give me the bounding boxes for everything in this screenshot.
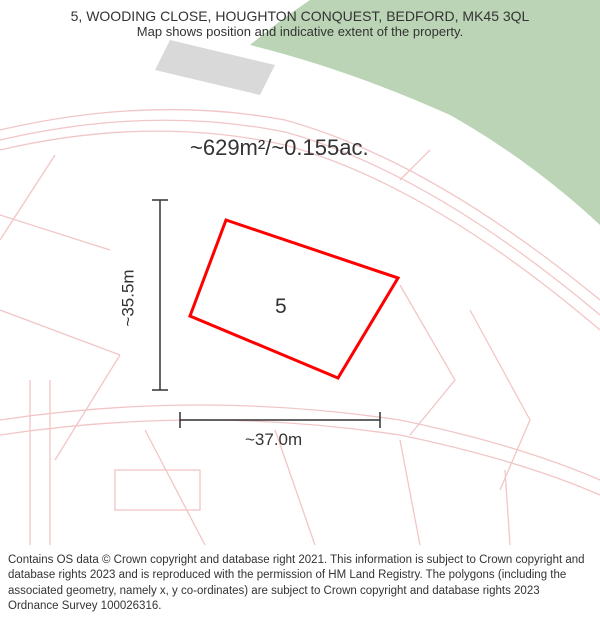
copyright-footer: Contains OS data © Crown copyright and d… — [0, 547, 600, 625]
page-subtitle: Map shows position and indicative extent… — [10, 24, 590, 39]
page-title: 5, WOODING CLOSE, HOUGHTON CONQUEST, BED… — [10, 8, 590, 24]
height-dimension-label: ~35.5m — [119, 269, 139, 326]
width-dimension-label: ~37.0m — [245, 430, 302, 450]
grey-block — [155, 40, 275, 95]
bg-parcels — [0, 110, 600, 545]
area-label: ~629m²/~0.155ac. — [190, 135, 369, 161]
map-svg — [0, 0, 600, 545]
plot-outline — [190, 220, 398, 378]
plot-number: 5 — [275, 295, 287, 319]
header: 5, WOODING CLOSE, HOUGHTON CONQUEST, BED… — [0, 0, 600, 43]
